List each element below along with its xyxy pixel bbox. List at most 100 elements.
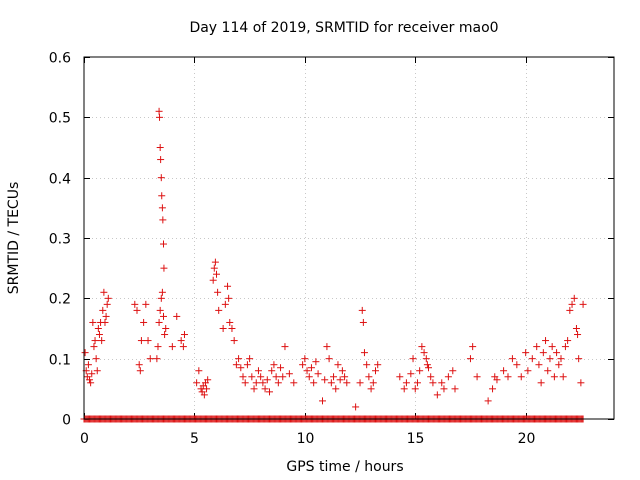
data-point xyxy=(98,337,106,345)
data-point xyxy=(248,373,256,381)
data-point xyxy=(542,337,550,345)
data-point xyxy=(374,361,382,369)
data-point xyxy=(243,361,251,369)
data-point xyxy=(210,264,218,272)
data-point xyxy=(433,391,441,399)
data-point xyxy=(359,318,367,326)
data-point xyxy=(301,355,309,363)
data-point xyxy=(303,367,311,375)
data-point xyxy=(334,361,342,369)
data-point xyxy=(484,397,492,405)
data-point xyxy=(86,376,94,384)
data-point xyxy=(522,349,530,357)
data-point xyxy=(290,379,298,387)
data-point xyxy=(254,367,262,375)
data-point xyxy=(160,264,168,272)
data-point xyxy=(89,318,97,326)
y-tick-label: 0.5 xyxy=(49,111,71,127)
y-axis-label: SRMTID / TECUs xyxy=(6,182,22,295)
data-point xyxy=(310,379,318,387)
data-point xyxy=(544,367,552,375)
grid xyxy=(84,57,614,419)
data-point xyxy=(88,370,96,378)
data-point xyxy=(203,385,211,393)
y-tick-label: 0 xyxy=(62,413,71,429)
data-point xyxy=(226,318,234,326)
data-point xyxy=(137,337,145,345)
data-point xyxy=(363,361,371,369)
data-point xyxy=(305,373,313,381)
data-point xyxy=(155,107,163,115)
data-point xyxy=(102,312,110,320)
data-point xyxy=(160,312,167,320)
axes: 0 0.1 0.2 0.3 0.4 0.5 0.6 0 5 10 15 20 xyxy=(49,51,614,447)
data-point xyxy=(555,361,563,369)
data-point xyxy=(144,337,152,345)
data-point xyxy=(99,306,107,314)
data-point xyxy=(561,343,569,351)
data-point xyxy=(367,385,375,393)
data-point xyxy=(263,376,271,384)
data-point xyxy=(570,294,578,302)
data-point xyxy=(564,337,572,345)
data-point xyxy=(524,367,532,375)
data-point xyxy=(451,385,459,393)
data-point xyxy=(193,379,201,387)
y-tick-label: 0.6 xyxy=(49,51,71,67)
data-point xyxy=(158,192,166,200)
data-point xyxy=(93,367,101,375)
data-point xyxy=(409,355,417,363)
data-point xyxy=(307,364,315,372)
data-point xyxy=(285,370,293,378)
data-point xyxy=(325,355,333,363)
data-point xyxy=(425,364,432,372)
data-point xyxy=(533,343,541,351)
data-point xyxy=(268,367,276,375)
data-point xyxy=(341,373,349,381)
data-point xyxy=(104,294,112,302)
data-point xyxy=(327,379,335,387)
data-point xyxy=(420,349,428,357)
data-point xyxy=(204,376,212,384)
y-tick-label: 0.1 xyxy=(49,353,71,369)
data-point xyxy=(246,355,254,363)
data-point xyxy=(356,379,364,387)
data-point xyxy=(161,331,169,339)
data-point xyxy=(332,385,340,393)
data-point xyxy=(100,288,108,296)
data-point xyxy=(180,331,188,339)
data-point xyxy=(154,343,162,351)
data-point xyxy=(365,373,373,381)
data-point xyxy=(444,373,452,381)
data-point xyxy=(358,306,366,314)
data-point xyxy=(466,355,474,363)
data-point xyxy=(142,300,150,308)
data-point xyxy=(312,358,320,366)
data-point xyxy=(230,337,238,345)
data-point xyxy=(87,379,95,387)
data-point xyxy=(81,349,89,357)
data-point xyxy=(440,385,448,393)
data-point xyxy=(422,355,430,363)
data-point xyxy=(418,343,426,351)
data-point xyxy=(539,349,547,357)
data-point xyxy=(158,204,166,212)
data-point xyxy=(572,325,580,332)
data-point xyxy=(84,361,92,369)
x-axis-label: GPS time / hours xyxy=(286,459,403,475)
data-point xyxy=(574,331,582,339)
data-point xyxy=(299,361,307,369)
x-tick-label: 0 xyxy=(80,431,89,447)
data-point xyxy=(177,337,185,345)
data-point xyxy=(400,385,408,393)
data-point xyxy=(336,376,344,384)
x-tick-label: 20 xyxy=(518,431,536,447)
data-point xyxy=(372,367,379,375)
data-point xyxy=(343,379,351,387)
data-point xyxy=(219,325,227,332)
data-point xyxy=(413,379,421,387)
data-point xyxy=(224,282,232,290)
data-point xyxy=(396,373,404,381)
x-tick-label: 10 xyxy=(297,431,315,447)
